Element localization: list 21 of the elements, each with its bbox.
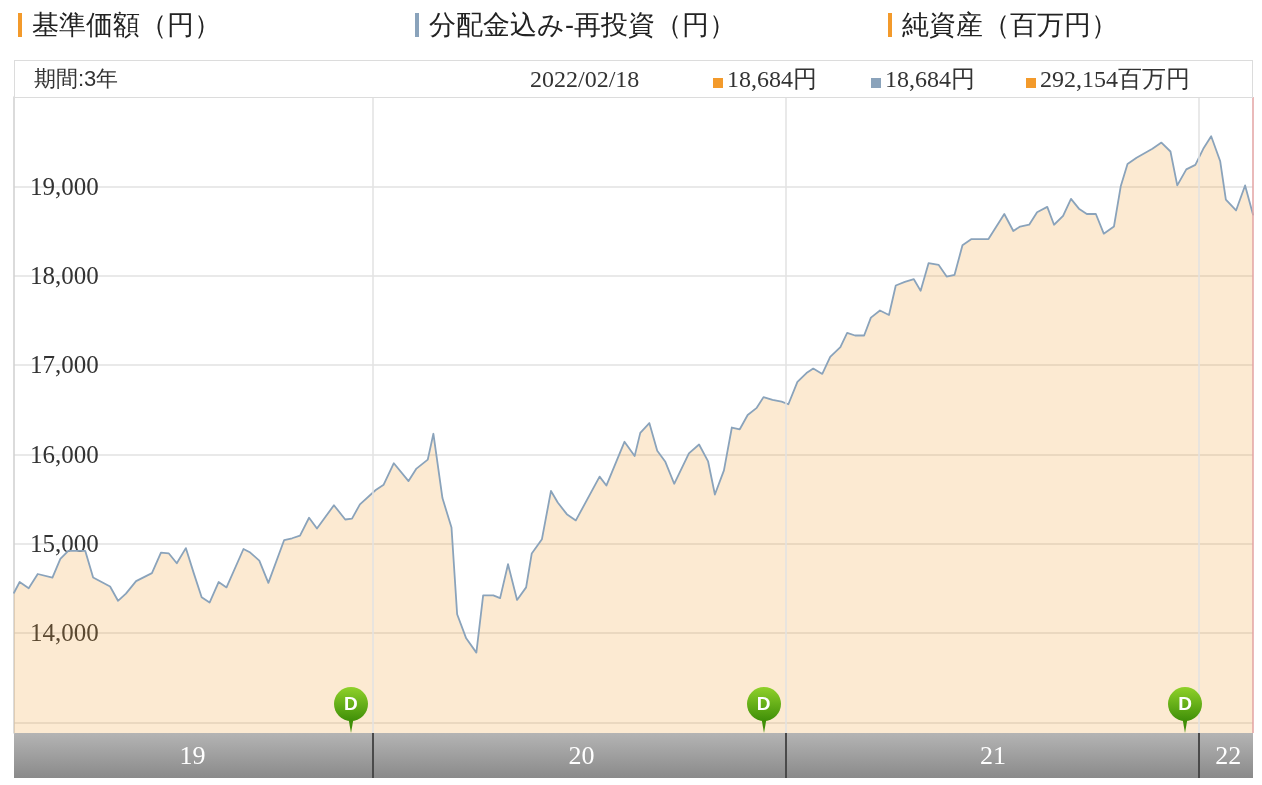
y-tick-label: 18,000 (30, 262, 99, 290)
annotation: D (755, 693, 772, 715)
x-tick-label: 20 (568, 740, 595, 770)
text: 292,154百万円 (1040, 65, 1190, 94)
x-tick-label: 19 (179, 740, 206, 770)
legend-label: 分配金込み-再投資（円） (429, 9, 736, 42)
text: 18,684円 (727, 65, 817, 94)
y-tick-label: 19,000 (30, 172, 99, 200)
text: 純資産（百万円） (902, 9, 1118, 42)
y-tick-label: 14,000 (30, 619, 99, 647)
y-tick-label: 15,000 (30, 530, 99, 558)
x-tick-label: 21 (979, 740, 1006, 770)
y-tick-label: 16,000 (30, 440, 99, 468)
x-tick-label: 22 (1215, 740, 1242, 770)
y-tick-label: 17,000 (30, 351, 99, 379)
text: 18,684円 (885, 65, 975, 94)
text: 期間:3年 (34, 65, 119, 93)
text: 2022/02/18 (530, 65, 640, 94)
legend-label: 基準価額（円） (32, 9, 221, 42)
annotation: D (343, 693, 359, 715)
annotation: D (1177, 693, 1193, 715)
